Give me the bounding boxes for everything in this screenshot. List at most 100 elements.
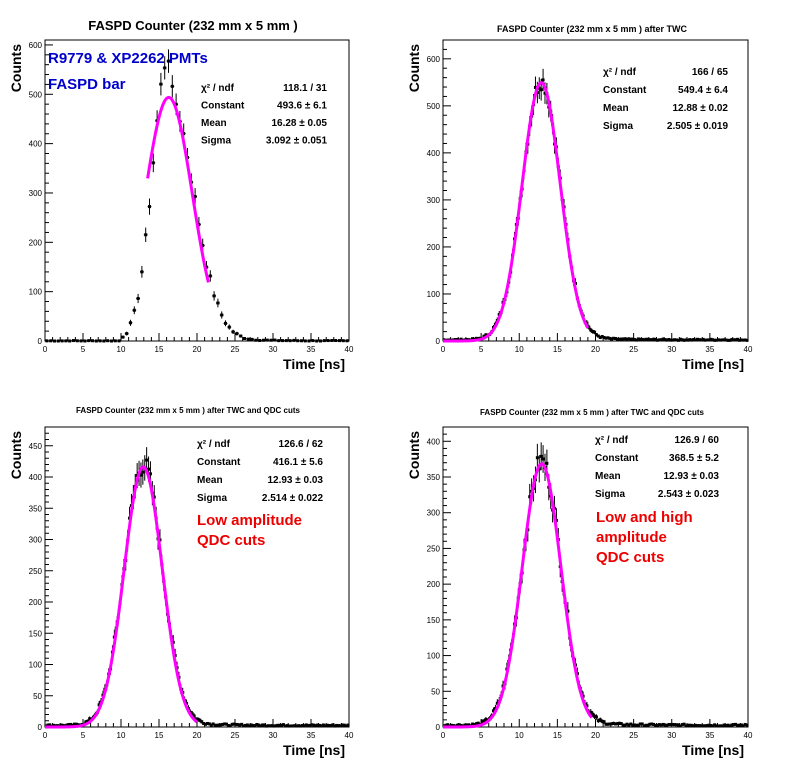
stats-label: χ² / ndf — [595, 435, 629, 446]
data-point — [148, 205, 151, 209]
data-point — [655, 723, 659, 727]
y-tick-label: 0 — [436, 337, 441, 346]
data-point — [321, 723, 325, 727]
data-point — [264, 724, 268, 728]
data-point — [331, 723, 335, 727]
data-point — [227, 325, 231, 329]
data-point — [262, 723, 266, 727]
data-point — [722, 723, 726, 727]
data-point — [277, 339, 281, 343]
data-point — [634, 338, 638, 342]
data-point — [661, 722, 665, 726]
data-point — [634, 723, 638, 727]
data-point — [743, 338, 747, 342]
data-point — [97, 703, 101, 707]
data-point — [604, 336, 608, 340]
data-point — [596, 334, 600, 338]
data-point — [64, 339, 68, 343]
x-tick-label: 35 — [307, 345, 316, 354]
data-point — [300, 724, 304, 728]
data-point — [276, 723, 280, 727]
y-tick-label: 200 — [29, 238, 43, 247]
data-point — [636, 723, 640, 727]
annotation-text: R9779 & XP2262 PMTs — [48, 50, 208, 67]
data-point — [255, 722, 259, 726]
data-point — [46, 723, 50, 727]
data-point — [102, 339, 106, 343]
stats-value: 493.6 ± 6.1 — [277, 101, 327, 112]
fit-stats-box: χ² / ndf 126.9 / 60 Constant 368.5 ± 5.2 Mea… — [595, 435, 719, 500]
data-point — [200, 720, 204, 724]
data-point — [243, 336, 246, 340]
histogram-points — [442, 442, 749, 728]
data-point — [633, 723, 637, 727]
data-point — [606, 722, 610, 726]
data-point — [741, 338, 745, 342]
data-point — [306, 723, 310, 727]
data-point — [648, 338, 652, 342]
data-point — [684, 724, 688, 728]
data-point — [251, 723, 255, 727]
data-point — [79, 339, 83, 343]
data-point — [297, 724, 301, 728]
data-point — [716, 724, 720, 728]
data-point — [602, 720, 606, 724]
stats-value: 549.4 ± 6.4 — [678, 85, 728, 96]
data-point — [709, 337, 713, 341]
data-point — [270, 724, 274, 728]
data-point — [713, 338, 717, 342]
y-tick-label: 400 — [29, 140, 43, 149]
y-tick-label: 100 — [427, 290, 441, 299]
stats-value: 416.1 ± 5.6 — [273, 457, 323, 468]
data-point — [262, 338, 265, 342]
data-point — [675, 723, 679, 727]
data-point — [591, 330, 595, 334]
stats-label: Sigma — [201, 136, 231, 147]
data-point — [655, 338, 659, 342]
data-point — [318, 723, 322, 727]
data-point — [72, 339, 75, 343]
data-point — [315, 339, 319, 343]
data-point — [688, 338, 692, 342]
data-point — [739, 723, 743, 727]
data-point — [734, 722, 738, 726]
data-point — [83, 339, 87, 343]
data-point — [743, 722, 747, 726]
data-point — [602, 335, 606, 339]
y-tick-label: 350 — [427, 473, 441, 482]
data-point — [234, 722, 238, 726]
data-point — [293, 724, 297, 728]
data-point — [235, 332, 239, 336]
data-point — [545, 461, 549, 465]
data-point — [94, 339, 98, 343]
data-point — [274, 724, 278, 728]
data-point — [711, 724, 715, 728]
data-point — [280, 723, 284, 727]
y-tick-label: 300 — [427, 509, 441, 518]
data-point — [337, 724, 341, 728]
data-point — [284, 339, 288, 343]
x-tick-label: 25 — [231, 345, 240, 354]
x-tick-label: 0 — [43, 731, 48, 740]
data-point — [484, 717, 488, 721]
data-point — [598, 718, 602, 722]
data-point — [665, 338, 669, 342]
data-point — [589, 710, 593, 714]
data-point — [209, 723, 213, 727]
data-point — [281, 723, 285, 727]
data-point — [136, 296, 140, 300]
data-point — [726, 338, 730, 342]
data-point — [467, 723, 471, 727]
plot-title: FASPD Counter (232 mm x 5 mm ) after TWC… — [480, 408, 705, 417]
data-point — [654, 724, 658, 728]
data-point — [132, 308, 136, 312]
data-point — [193, 195, 197, 199]
x-tick-label: 35 — [307, 731, 316, 740]
stats-value: 166 / 65 — [692, 67, 729, 78]
gaussian-fit-curve — [443, 81, 590, 343]
data-point — [726, 723, 730, 727]
stats-label: Mean — [201, 118, 227, 129]
fit-stats-box: χ² / ndf 126.6 / 62 Constant 416.1 ± 5.6 Mea… — [197, 439, 323, 504]
data-point — [61, 723, 65, 727]
x-axis-label: Time [ns] — [682, 742, 744, 758]
